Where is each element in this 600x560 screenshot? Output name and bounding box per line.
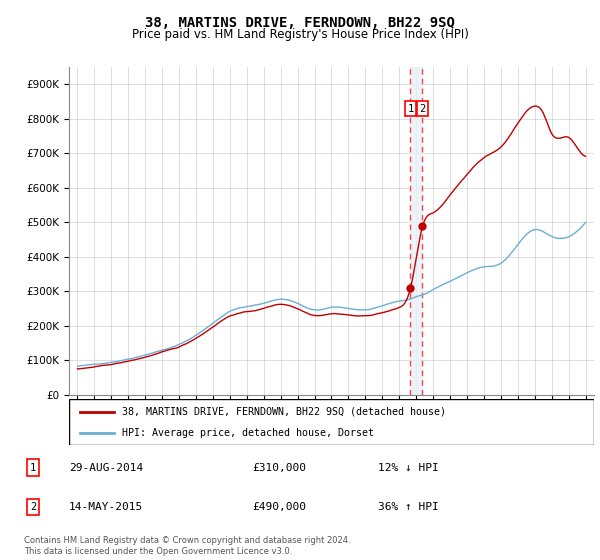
Text: £490,000: £490,000 <box>252 502 306 512</box>
Text: HPI: Average price, detached house, Dorset: HPI: Average price, detached house, Dors… <box>121 428 373 438</box>
Text: 38, MARTINS DRIVE, FERNDOWN, BH22 9SQ (detached house): 38, MARTINS DRIVE, FERNDOWN, BH22 9SQ (d… <box>121 407 445 417</box>
Text: 38, MARTINS DRIVE, FERNDOWN, BH22 9SQ: 38, MARTINS DRIVE, FERNDOWN, BH22 9SQ <box>145 16 455 30</box>
Text: 2: 2 <box>419 104 425 114</box>
Text: 1: 1 <box>407 104 413 114</box>
Text: Contains HM Land Registry data © Crown copyright and database right 2024.
This d: Contains HM Land Registry data © Crown c… <box>24 536 350 556</box>
Text: 14-MAY-2015: 14-MAY-2015 <box>69 502 143 512</box>
Text: 36% ↑ HPI: 36% ↑ HPI <box>378 502 439 512</box>
Text: 12% ↓ HPI: 12% ↓ HPI <box>378 463 439 473</box>
Text: £310,000: £310,000 <box>252 463 306 473</box>
Text: 29-AUG-2014: 29-AUG-2014 <box>69 463 143 473</box>
Bar <box>410 67 422 395</box>
Text: Price paid vs. HM Land Registry's House Price Index (HPI): Price paid vs. HM Land Registry's House … <box>131 28 469 41</box>
Text: 2: 2 <box>30 502 36 512</box>
Text: 1: 1 <box>30 463 36 473</box>
